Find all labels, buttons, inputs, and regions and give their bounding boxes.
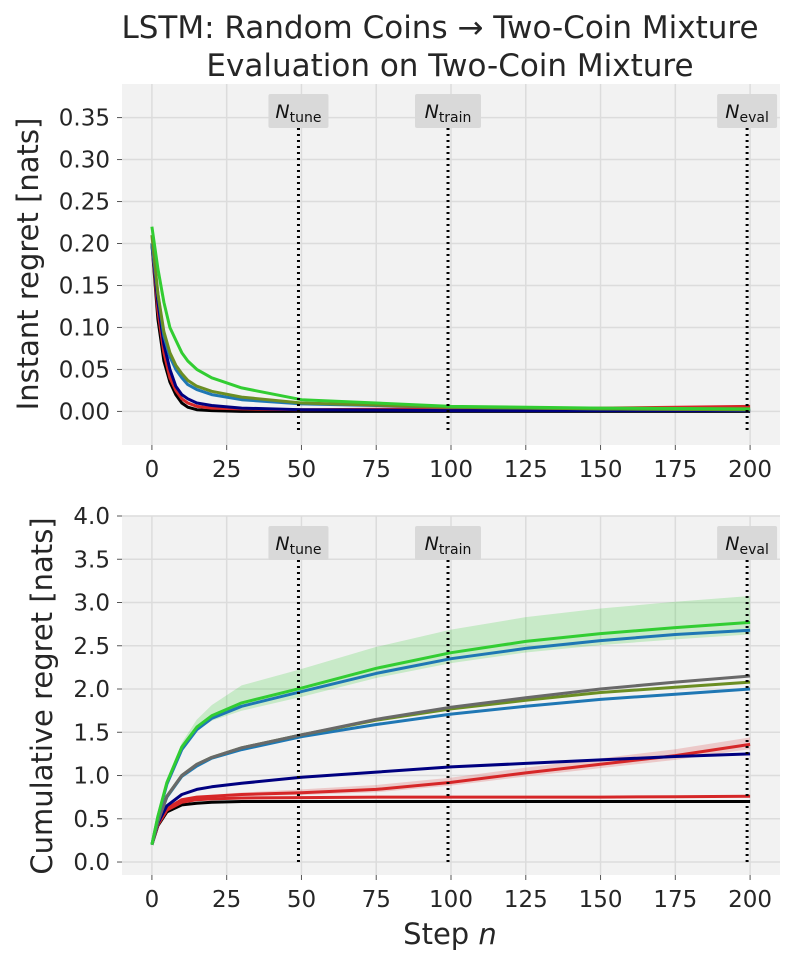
- x-tick-label: 100: [429, 887, 473, 913]
- vline-label-sub: tune: [290, 110, 322, 126]
- x-tick-label: 25: [212, 457, 241, 483]
- vline-label-main: N: [275, 101, 289, 123]
- x-tick-label: 150: [579, 887, 623, 913]
- x-tick-label: 150: [579, 457, 623, 483]
- vline-label: Neval: [725, 533, 769, 558]
- x-tick-label: 175: [653, 887, 697, 913]
- vline-label: Ntune: [275, 101, 321, 126]
- instant-regret-panel: 0 25 50 75 100 125 150 175 200 0.00 0.05 0.10 0.15 0.…: [11, 84, 780, 483]
- vline-label: Ntrain: [425, 101, 472, 126]
- x-tick-label: 100: [429, 457, 473, 483]
- vline-label: Ntune: [275, 533, 321, 558]
- y-tick-label: 0.30: [59, 148, 110, 174]
- y-tick-label: 3.0: [73, 591, 110, 617]
- x-tick-label: 200: [728, 457, 772, 483]
- vline-label-sub: train: [439, 542, 472, 558]
- series-band: [151, 596, 751, 845]
- x-tick-label: 50: [287, 457, 316, 483]
- y-tick-label: 2.0: [73, 677, 110, 703]
- vline-label-main: N: [425, 101, 439, 123]
- series-line-2: [150, 243, 751, 413]
- x-axis-label-text: Step: [403, 917, 478, 951]
- y-tick-label: 0.25: [59, 190, 110, 216]
- x-tick-label: 75: [362, 457, 391, 483]
- figure-title-line2: Evaluation on Two-Coin Mixture: [206, 48, 693, 84]
- x-axis-label: Step n: [403, 917, 497, 951]
- y-tick-label: 0.35: [59, 106, 110, 132]
- y-tick-label: 3.5: [73, 547, 110, 573]
- y-tick-label: 2.5: [73, 634, 110, 660]
- y-tick-label: 1.5: [73, 720, 110, 746]
- series-line-1: [150, 794, 751, 846]
- series-line-2: [150, 742, 751, 846]
- x-axis-label-var: n: [478, 917, 496, 951]
- series-line-5: [150, 226, 751, 411]
- series-line-8: [150, 620, 751, 846]
- series-line-6: [150, 674, 751, 846]
- x-tick-label: 125: [504, 457, 548, 483]
- y-tick-label: 0.5: [73, 807, 110, 833]
- vline-label-main: N: [425, 533, 439, 555]
- vline-label-box: [415, 94, 482, 128]
- x-tick-label: 0: [145, 457, 160, 483]
- vline-label-box: [717, 526, 778, 560]
- y-tick-label: 1.0: [73, 764, 110, 790]
- figure-title-line1: LSTM: Random Coins → Two-Coin Mixture: [121, 10, 758, 46]
- vline-label-box: [268, 94, 329, 128]
- vline-label-sub: eval: [740, 542, 769, 558]
- x-tick-label: 175: [653, 457, 697, 483]
- vline-label-sub: train: [439, 110, 472, 126]
- vline-label-sub: eval: [740, 110, 769, 126]
- vline-label-box: [415, 526, 482, 560]
- y-tick-label: 0.00: [59, 399, 110, 425]
- x-tick-label: 125: [504, 887, 548, 913]
- cumulative-regret-panel: 0 25 50 75 100 125 150 175 200 0.0 0.5 1.0 1.5 2.0 2.5…: [25, 504, 780, 913]
- y-tick-label: 0.0: [73, 850, 110, 876]
- x-tick-label: 0: [145, 887, 160, 913]
- series-line-3: [150, 752, 751, 846]
- x-tick-label: 50: [287, 887, 316, 913]
- vline-label-box: [717, 94, 778, 128]
- y-tick-label: 0.10: [59, 315, 110, 341]
- x-tick-label: 200: [728, 887, 772, 913]
- vline-label-main: N: [725, 533, 739, 555]
- y-tick-label: 0.20: [59, 232, 110, 258]
- vline-label: Neval: [725, 101, 769, 126]
- vline-label: Ntrain: [425, 533, 472, 558]
- vline-label-main: N: [725, 101, 739, 123]
- y-axis-label: Instant regret [nats]: [11, 118, 45, 411]
- x-tick-label: 75: [362, 887, 391, 913]
- y-tick-label: 0.15: [59, 273, 110, 299]
- vline-label-sub: tune: [290, 542, 322, 558]
- y-axis-label: Cumulative regret [nats]: [25, 517, 59, 874]
- y-tick-label: 4.0: [73, 504, 110, 530]
- vline-label-box: [268, 526, 329, 560]
- y-tick-label: 0.05: [59, 357, 110, 383]
- vline-label-main: N: [275, 533, 289, 555]
- x-tick-label: 25: [212, 887, 241, 913]
- series-line-0: [150, 800, 751, 846]
